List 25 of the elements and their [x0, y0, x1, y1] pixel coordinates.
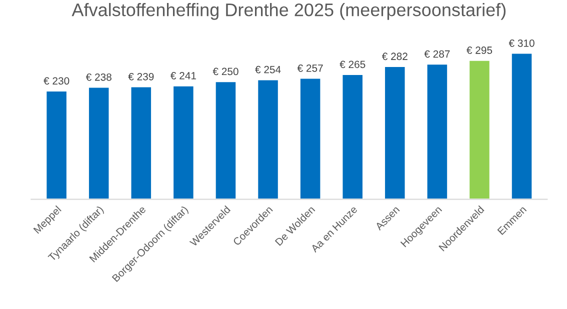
bar	[172, 84, 195, 200]
data-label: € 257	[297, 64, 323, 72]
bar	[468, 59, 491, 200]
bar	[45, 90, 68, 200]
bar	[256, 78, 280, 200]
data-label: € 295	[466, 46, 492, 54]
data-label: € 238	[86, 73, 112, 81]
data-label: € 239	[128, 72, 154, 80]
data-label: € 241	[170, 72, 196, 80]
chart-title: Afvalstoffenheffing Drenthe 2025 (meerpersoonstarief)	[72, 3, 506, 20]
data-label: € 282	[382, 52, 408, 60]
data-label: € 254	[255, 66, 281, 74]
data-label: € 265	[340, 60, 366, 68]
data-label: € 287	[424, 50, 450, 58]
bar	[214, 80, 237, 200]
bar	[426, 63, 448, 200]
data-label: € 250	[212, 68, 238, 76]
bar	[130, 86, 152, 200]
bar	[299, 77, 322, 200]
data-label: € 310	[508, 39, 534, 47]
bar	[384, 66, 406, 200]
bar	[341, 74, 364, 200]
bar	[88, 86, 110, 200]
bar	[510, 52, 534, 200]
data-label: € 230	[44, 77, 70, 85]
